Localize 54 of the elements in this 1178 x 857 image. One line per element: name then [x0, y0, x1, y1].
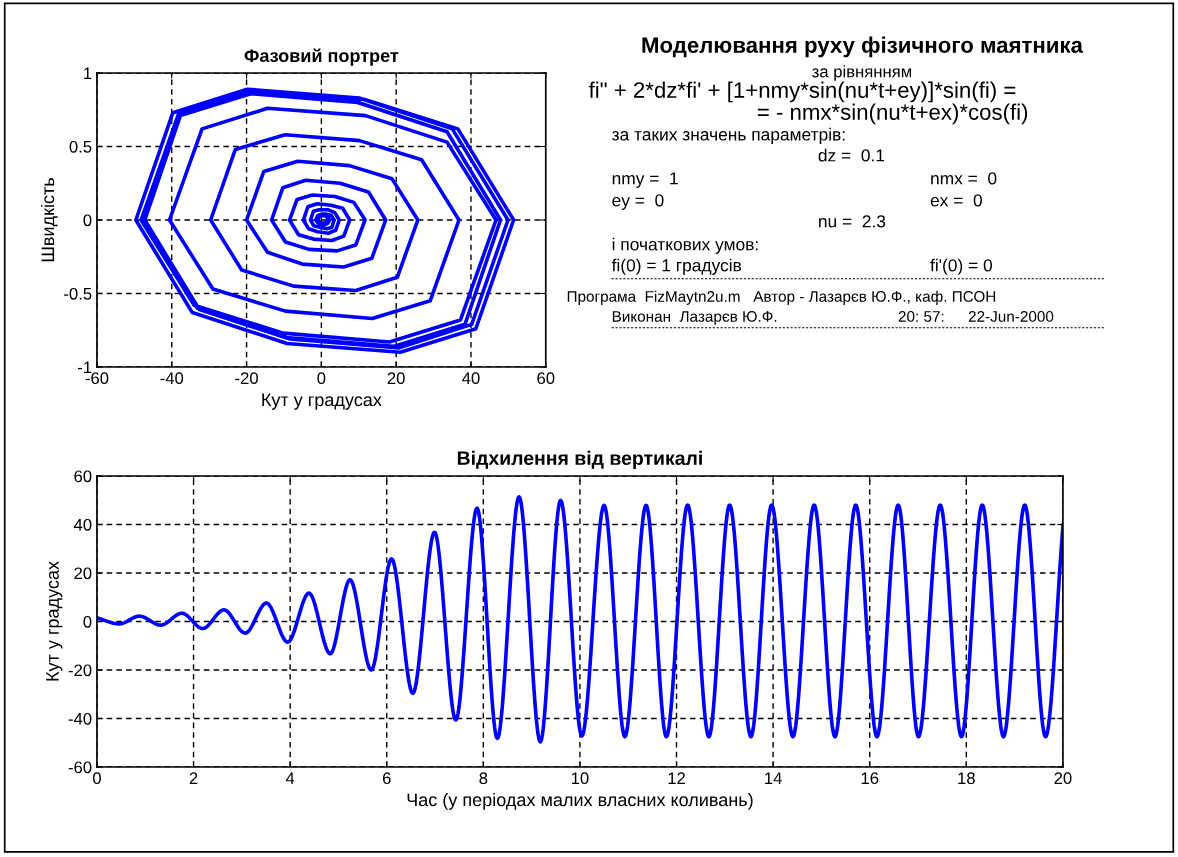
x-tick-label: 20: [387, 372, 405, 385]
y-axis-title: Швидкість: [40, 178, 58, 262]
x-tick-label: 16: [861, 772, 879, 785]
x-tick-label: 40: [462, 372, 480, 385]
text: 20: 57:: [898, 311, 944, 322]
x-tick-label: 18: [958, 772, 975, 785]
y-tick-label: 0: [83, 615, 92, 628]
text: ex = 0: [930, 194, 982, 207]
text: і початкових умов:: [612, 237, 758, 254]
x-tick-label: 8: [479, 772, 488, 785]
x-tick-label: 20: [1054, 772, 1072, 785]
text: ey = 0: [612, 194, 664, 210]
y-tick-label: -0.5: [64, 287, 92, 300]
x-tick-label: 12: [668, 772, 685, 784]
y-tick-label: -60: [68, 761, 92, 774]
x-tick-label: 6: [382, 772, 391, 785]
y-tick-label: -20: [68, 664, 92, 677]
text: nu = 2.3: [819, 215, 886, 228]
text: fi(0) = 1 градусів: [611, 258, 742, 275]
text: fi'(0) = 0: [930, 258, 993, 275]
chart-title: Відхилення від вертикалі: [457, 450, 702, 469]
text: Виконан Лазарєв Ю.Ф.: [612, 311, 777, 325]
y-axis-title: Кут у градусах: [46, 561, 63, 681]
x-tick-label: 60: [537, 372, 555, 385]
text: nmx = 0: [931, 172, 997, 185]
y-tick-label: 20: [74, 567, 92, 580]
text: nmy = 1: [612, 172, 678, 188]
x-axis-title: Час (у періодах малих власних коливань): [407, 792, 753, 810]
x-axis-title: Кут у градусах: [262, 393, 382, 410]
y-tick-label: 60: [74, 470, 92, 483]
x-tick-label: -20: [235, 372, 258, 385]
y-tick-label: 1: [84, 67, 92, 80]
text: Моделювання руху фізичного маятника: [642, 36, 1084, 58]
y-tick-label: 0: [83, 214, 92, 227]
line-series: [134, 87, 516, 355]
x-tick-label: 0: [317, 372, 326, 385]
y-tick-label: -40: [68, 712, 92, 725]
text: fi" + 2*dz*fi' + [1+nmy*sin(nu*t+ey)]*sin(fi) =: [588, 81, 1016, 103]
text: за таких значень параметрів:: [612, 127, 845, 144]
y-tick-label: 0.5: [69, 140, 92, 153]
y-tick-label: -1: [78, 361, 92, 374]
x-tick-label: 10: [571, 772, 589, 785]
x-tick-label: 2: [189, 772, 198, 784]
text: dz = 0.1: [818, 148, 885, 162]
chart-title: Фазовий портрет: [244, 48, 399, 66]
text: за рівнянням: [812, 65, 912, 81]
x-tick-label: 0: [92, 772, 101, 785]
text: = - nmx*sin(nu*t+ex)*cos(fi): [757, 103, 1028, 125]
text: Програма FizMaytn2u.m Автор - Лазарєв Ю.Ф., каф. ПСОН: [567, 290, 996, 305]
text: 22-Jun-2000: [968, 311, 1054, 322]
x-tick-label: -40: [160, 372, 184, 385]
y-tick-label: 40: [73, 518, 92, 531]
x-tick-label: 14: [765, 772, 782, 784]
x-tick-label: 4: [285, 772, 295, 784]
